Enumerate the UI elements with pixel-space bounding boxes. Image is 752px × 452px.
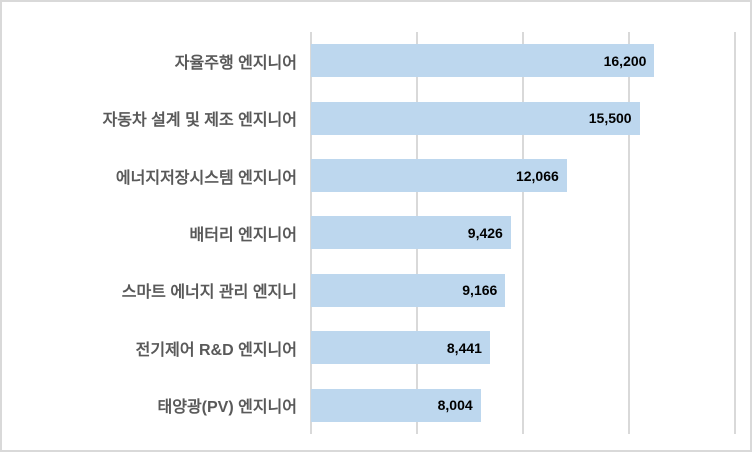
bar-row: 8,441 (311, 319, 735, 376)
category-label: 자율주행 엔지니어 (174, 54, 297, 72)
value-label: 8,441 (446, 339, 482, 356)
bar: 15,500 (311, 101, 640, 135)
category-label: 태양광(PV) 엔지니어 (157, 399, 298, 417)
bar-row: 8,004 (311, 377, 735, 434)
category-label: 배터리 엔지니어 (189, 226, 298, 244)
bar-row: 16,200 (311, 32, 735, 89)
category-label: 전기제어 R&D 엔지니어 (135, 341, 297, 359)
value-label: 12,066 (515, 167, 559, 184)
gridline (628, 32, 630, 434)
gridline (734, 32, 736, 434)
bar-row: 12,066 (311, 147, 735, 204)
bar-row: 15,500 (311, 89, 735, 146)
plot-area: 16,200 15,500 12,066 9,426 9,166 8,441 8,004 (310, 32, 736, 434)
bar: 8,441 (311, 331, 490, 365)
bar: 8,004 (311, 388, 481, 422)
bar: 9,426 (311, 216, 511, 250)
bar: 12,066 (311, 159, 567, 193)
value-label: 15,500 (588, 110, 632, 127)
bar: 9,166 (311, 273, 506, 307)
bar-series: 16,200 15,500 12,066 9,426 9,166 8,441 8,004 (311, 32, 735, 434)
value-label: 9,426 (467, 224, 503, 241)
value-label: 8,004 (437, 397, 473, 414)
bar-row: 9,166 (311, 262, 735, 319)
gridline (522, 32, 524, 434)
value-label: 16,200 (603, 52, 647, 69)
value-label: 9,166 (462, 282, 498, 299)
bar: 16,200 (311, 44, 655, 78)
category-label: 에너지저장시스템 엔지니어 (115, 169, 297, 187)
category-label: 자동차 설계 및 제조 엔지니어 (102, 112, 297, 130)
bar-row: 9,426 (311, 204, 735, 261)
category-label: 스마트 에너지 관리 엔지니 (121, 284, 297, 302)
